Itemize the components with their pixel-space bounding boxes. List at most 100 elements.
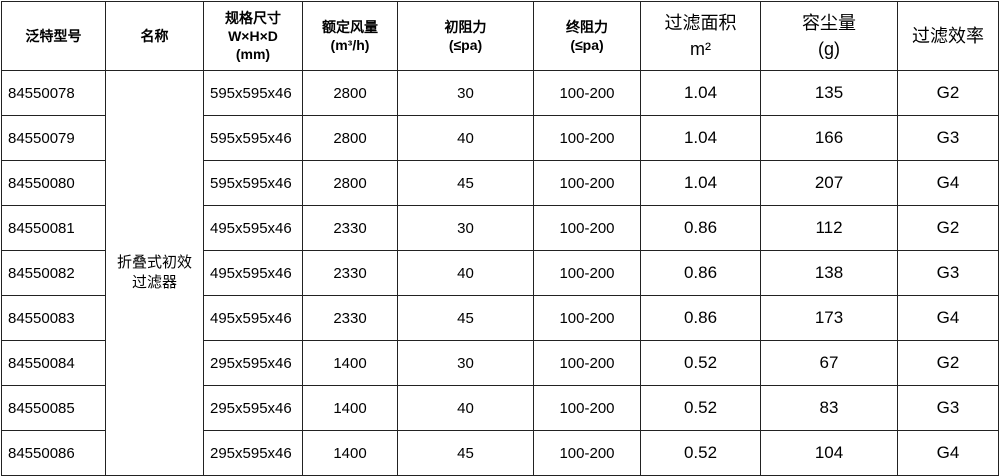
- table-cell: 83: [760, 385, 898, 431]
- header-text: m²: [690, 39, 711, 59]
- table-cell: G2: [897, 340, 999, 386]
- table-cell: 595x595x46: [203, 160, 303, 206]
- product-name-cell: 折叠式初效 过滤器: [105, 70, 204, 476]
- table-cell: 30: [397, 340, 534, 386]
- table-cell: 40: [397, 250, 534, 296]
- table-cell: G4: [897, 430, 999, 476]
- table-row: 84550082 495x595x46 2330 40 100-200 0.86 138 G3: [1, 250, 999, 296]
- table-cell: 100-200: [533, 70, 641, 116]
- product-name-line1: 折叠式初效: [116, 254, 192, 271]
- header-text: (m³/h): [330, 37, 370, 53]
- table-cell: 1.04: [640, 70, 761, 116]
- header-text: W×H×D: [228, 28, 278, 44]
- table-cell: 84550078: [1, 70, 106, 116]
- column-header: 初阻力 (≤pa): [397, 1, 534, 71]
- header-text: 容尘量: [802, 13, 856, 33]
- table-cell: 45: [397, 160, 534, 206]
- table-row: 84550083 495x595x46 2330 45 100-200 0.86 173 G4: [1, 295, 999, 341]
- table-cell: 84550086: [1, 430, 106, 476]
- table-row: 84550085 295x595x46 1400 40 100-200 0.52 83 G3: [1, 385, 999, 431]
- header-text: 终阻力: [566, 19, 608, 35]
- column-header: 过滤效率: [897, 1, 999, 71]
- table-cell: 84550083: [1, 295, 106, 341]
- table-cell: 1400: [302, 385, 398, 431]
- column-header: 容尘量 (g): [760, 1, 898, 71]
- table-row: 84550080 595x595x46 2800 45 100-200 1.04 207 G4: [1, 160, 999, 206]
- table-cell: 0.52: [640, 430, 761, 476]
- header-text: (g): [818, 39, 840, 59]
- table-cell: 2800: [302, 115, 398, 161]
- table-cell: 295x595x46: [203, 430, 303, 476]
- table-cell: G2: [897, 205, 999, 251]
- table-cell: 100-200: [533, 115, 641, 161]
- column-header: 终阻力 (≤pa): [533, 1, 641, 71]
- table-cell: 1400: [302, 430, 398, 476]
- table-cell: 40: [397, 385, 534, 431]
- table-cell: 0.86: [640, 295, 761, 341]
- table-cell: 84550085: [1, 385, 106, 431]
- table-cell: 595x595x46: [203, 70, 303, 116]
- table-cell: 84550080: [1, 160, 106, 206]
- table-cell: 45: [397, 295, 534, 341]
- table-cell: 45: [397, 430, 534, 476]
- table-cell: 84550079: [1, 115, 106, 161]
- table-cell: 135: [760, 70, 898, 116]
- table-cell: 100-200: [533, 340, 641, 386]
- table-cell: 2330: [302, 250, 398, 296]
- table-cell: 40: [397, 115, 534, 161]
- table-cell: 0.52: [640, 340, 761, 386]
- table-cell: 2330: [302, 295, 398, 341]
- table-cell: 207: [760, 160, 898, 206]
- header-text: 过滤效率: [912, 26, 984, 46]
- product-name-line2: 过滤器: [131, 274, 177, 291]
- table-cell: 0.86: [640, 205, 761, 251]
- table-cell: 495x595x46: [203, 250, 303, 296]
- table-cell: 173: [760, 295, 898, 341]
- table-cell: 0.52: [640, 385, 761, 431]
- table-cell: 2800: [302, 160, 398, 206]
- table-cell: 100-200: [533, 430, 641, 476]
- table-cell: G4: [897, 295, 999, 341]
- table-row: 84550079 595x595x46 2800 40 100-200 1.04 166 G3: [1, 115, 999, 161]
- table-cell: 100-200: [533, 295, 641, 341]
- table-cell: 104: [760, 430, 898, 476]
- table-cell: 1400: [302, 340, 398, 386]
- table-cell: G3: [897, 115, 999, 161]
- column-header: 额定风量 (m³/h): [302, 1, 398, 71]
- header-text: 泛特型号: [25, 28, 82, 44]
- column-header: 过滤面积 m²: [640, 1, 761, 71]
- table-cell: 84550082: [1, 250, 106, 296]
- table-cell: 67: [760, 340, 898, 386]
- header-text: 额定风量: [322, 19, 378, 35]
- table-row: 84550084 295x595x46 1400 30 100-200 0.52 67 G2: [1, 340, 999, 386]
- header-row: 泛特型号 名称 规格尺寸 W×H×D (mm) 额定风量 (m³/h) 初阻力 (≤pa) 终阻力…: [1, 1, 999, 71]
- table-row: 84550081 495x595x46 2330 30 100-200 0.86 112 G2: [1, 205, 999, 251]
- table-cell: 2800: [302, 70, 398, 116]
- header-text: 名称: [140, 28, 169, 44]
- column-header: 规格尺寸 W×H×D (mm): [203, 1, 303, 71]
- header-text: 过滤面积: [664, 13, 737, 33]
- header-text: 初阻力: [444, 19, 487, 35]
- table-row: 84550086 295x595x46 1400 45 100-200 0.52 104 G4: [1, 430, 999, 476]
- table-cell: 100-200: [533, 385, 641, 431]
- table-cell: 495x595x46: [203, 295, 303, 341]
- header-text: (mm): [235, 46, 271, 62]
- table-cell: 138: [760, 250, 898, 296]
- table-cell: 30: [397, 70, 534, 116]
- table-cell: G4: [897, 160, 999, 206]
- table-cell: 100-200: [533, 160, 641, 206]
- table-cell: 595x595x46: [203, 115, 303, 161]
- table-cell: 84550084: [1, 340, 106, 386]
- table-cell: 112: [760, 205, 898, 251]
- table-cell: 295x595x46: [203, 385, 303, 431]
- header-text: 规格尺寸: [225, 10, 281, 26]
- table-cell: 100-200: [533, 250, 641, 296]
- table-cell: 0.86: [640, 250, 761, 296]
- table-cell: 84550081: [1, 205, 106, 251]
- header-text: (≤pa): [570, 37, 604, 53]
- column-header: 名称: [105, 1, 204, 71]
- column-header: 泛特型号: [1, 1, 106, 71]
- table-cell: 166: [760, 115, 898, 161]
- table-cell: G2: [897, 70, 999, 116]
